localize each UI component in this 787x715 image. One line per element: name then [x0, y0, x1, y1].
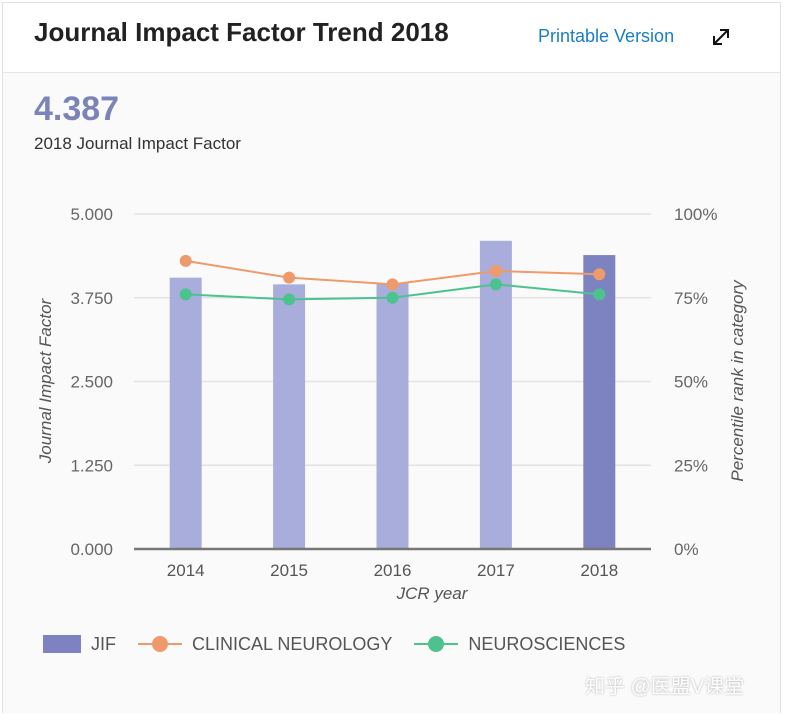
x-tick-label: 2016	[374, 561, 412, 580]
bar-jif-2014	[169, 277, 202, 549]
y-tick-label: 3.750	[70, 289, 113, 308]
y-axis-title: Journal Impact Factor	[36, 297, 55, 464]
x-axis-title: JCR year	[396, 584, 469, 603]
point-neurosciences-2017	[489, 278, 502, 291]
point-clinical-neurology-2017	[489, 264, 502, 277]
y2-tick-label: 50%	[674, 373, 708, 392]
point-neurosciences-2014	[179, 288, 192, 301]
legend-marker-clinical-neurology	[138, 635, 182, 653]
expand-arrows-icon[interactable]	[706, 22, 736, 52]
impact-factor-value: 4.387	[34, 90, 120, 128]
y2-tick-label: 0%	[674, 540, 699, 559]
y2-tick-label: 25%	[674, 456, 708, 475]
y-tick-label: 2.500	[70, 373, 113, 392]
legend-label-clinical-neurology: CLINICAL NEUROLOGY	[192, 633, 393, 654]
point-neurosciences-2015	[283, 293, 296, 306]
chart-panel: 4.387 2018 Journal Impact Factor 5.000 3.…	[3, 73, 780, 713]
legend-label-neurosciences: NEUROSCIENCES	[468, 633, 626, 654]
bar-jif-2017	[479, 240, 512, 550]
x-tick-label: 2015	[270, 561, 308, 580]
y-tick-label: 1.250	[70, 456, 113, 475]
bar-jif-2015	[273, 284, 306, 549]
bar-jif-2018	[583, 255, 616, 550]
legend-swatch-jif	[43, 635, 81, 653]
x-tick-label: 2018	[580, 561, 618, 580]
jif-chart: 5.000 3.750 2.500 1.250 0.000 100% 75% 50% 25% 0%…	[36, 205, 747, 603]
point-clinical-neurology-2016	[386, 278, 399, 291]
impact-factor-caption: 2018 Journal Impact Factor	[34, 134, 241, 153]
x-tick-label: 2017	[477, 561, 515, 580]
watermark-text: 知乎 @医盟V课堂	[585, 676, 745, 698]
chart-legend: JIF CLINICAL NEUROLOGY NEUROSCIENCES	[43, 629, 647, 659]
point-clinical-neurology-2018	[593, 268, 606, 281]
bar-jif-2016	[376, 283, 409, 549]
y-tick-label: 5.000	[70, 205, 113, 224]
point-clinical-neurology-2015	[283, 271, 296, 284]
printable-version-link[interactable]: Printable Version	[538, 26, 675, 46]
point-clinical-neurology-2014	[179, 254, 192, 267]
legend-item-clinical-neurology[interactable]: CLINICAL NEUROLOGY	[138, 634, 392, 655]
y2-tick-label: 100%	[674, 205, 717, 224]
y2-axis-title: Percentile rank in category	[728, 279, 747, 482]
page-title: Journal Impact Factor Trend 2018	[34, 17, 449, 47]
y-tick-label: 0.000	[70, 540, 113, 559]
card-header: Journal Impact Factor Trend 2018 Printab…	[3, 3, 780, 73]
legend-marker-neurosciences	[414, 635, 459, 653]
x-tick-label: 2014	[167, 561, 205, 580]
point-neurosciences-2018	[593, 288, 606, 301]
point-neurosciences-2016	[386, 291, 399, 304]
legend-label-jif: JIF	[91, 633, 116, 654]
legend-item-jif[interactable]: JIF	[43, 634, 116, 655]
legend-item-neurosciences[interactable]: NEUROSCIENCES	[414, 634, 625, 655]
y2-tick-label: 75%	[674, 289, 708, 308]
